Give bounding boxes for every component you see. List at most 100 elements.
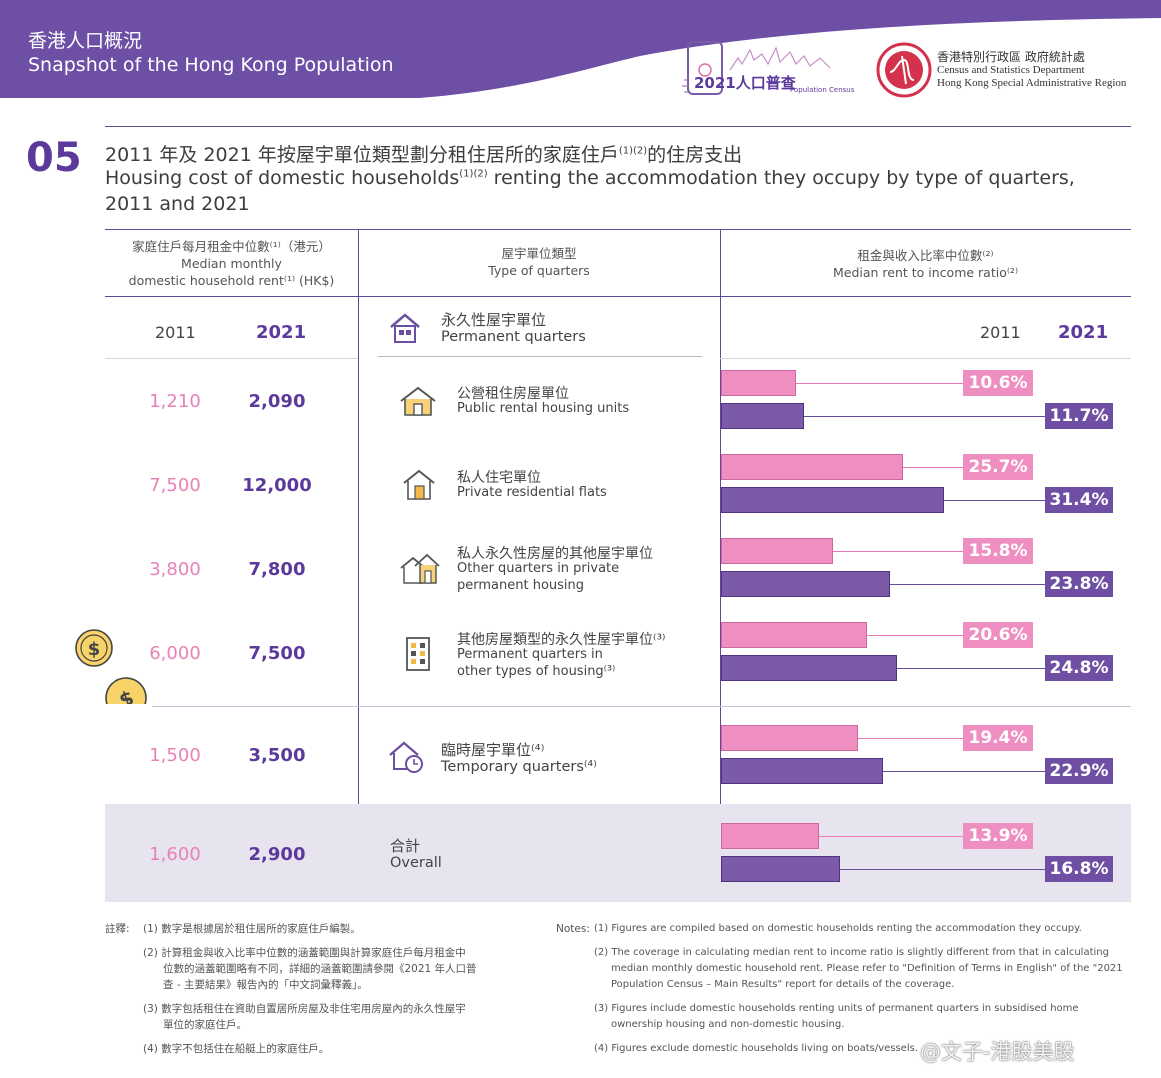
bar-connector-2011-4 [858,738,963,739]
bar-connector-2011-1 [903,467,963,468]
data-label-2021-4: 22.9% [1045,758,1113,784]
permanent-house-icon [390,313,420,343]
svg-text:$: $ [88,639,101,660]
rent-2021-overall: 2,900 [248,844,306,865]
header-title-zh: 香港人口概況 [28,30,143,52]
year-2021-right: 2021 [1058,322,1109,343]
notes-zh: (1) 數字是根據居於租住居所的家庭住戶編製。 (2) 計算租金與收入比率中位數… [143,923,477,1055]
row-rule-right [720,358,1131,359]
rent-2011-private: 7,500 [149,475,201,496]
bar-2011-2 [721,538,833,564]
col-divider-2 [720,229,721,902]
rent-2021-private: 12,000 [242,475,312,496]
bar-connector-2021-5 [840,869,1045,870]
notes-en-label: Notes: [556,923,590,935]
bar-connector-2021-0 [803,416,1045,417]
other-private-house-icon [400,553,440,584]
temporary-label-zh: 臨時屋宇單位⁽⁴⁾ [441,741,545,759]
dept-name-zh: 香港特別行政區 政府統計處 [937,50,1085,64]
bar-connector-2021-4 [883,771,1045,772]
notes-en: (1) Figures are compiled based on domest… [594,923,1123,1054]
private-flat-house-icon [403,469,435,500]
permanent-label-en: Permanent quarters [441,329,586,345]
rent-2011-temporary: 1,500 [149,745,201,766]
category-private-zh: 私人住宅單位 [457,470,541,486]
bar-connector-2021-3 [896,668,1045,669]
table-header-rule [105,296,1131,297]
dept-name-en: Census and Statistics Department [937,64,1085,76]
rent-2021-public: 2,090 [248,391,306,412]
section-title-en-line2: 2011 and 2021 [105,193,250,215]
census-logo-sub: Population Census [790,86,855,94]
category-other-types-zh: 其他房屋類型的永久性屋宇單位⁽³⁾ [457,632,666,648]
category-other-types-en2: other types of housing⁽³⁾ [457,664,616,679]
rent-2011-other-private: 3,800 [149,559,201,580]
data-label-2011-2: 15.8% [963,538,1033,564]
category-other-private-en1: Other quarters in private [457,561,620,576]
data-label-2011-0: 10.6% [963,370,1033,396]
bar-2021-4 [721,758,884,784]
census-logo-icon [682,41,831,95]
data-label-2021-5: 16.8% [1045,856,1113,882]
col-divider-1 [358,229,359,902]
data-label-2021-1: 31.4% [1045,487,1113,513]
year-2011-right: 2011 [980,323,1021,342]
permanent-label-zh: 永久性屋宇單位 [441,311,547,329]
dept-name-en-region: Hong Kong Special Administrative Region [937,77,1127,89]
category-public-en: Public rental housing units [457,401,630,416]
data-label-2011-5: 13.9% [963,823,1033,849]
notes-zh-label: 註釋: [105,923,130,935]
data-label-2021-2: 23.8% [1045,571,1113,597]
section-number: 05 [26,135,82,181]
col1-header: 家庭住戶每月租金中位數⁽¹⁾（港元） Median monthly domest… [128,239,335,288]
watermark: @文子-港股美股 [920,1040,1075,1064]
row-rule-left [105,358,358,359]
rent-2021-other-types: 7,500 [248,643,306,664]
year-2021-left: 2021 [256,322,307,343]
bar-connector-2011-3 [866,635,963,636]
bar-2021-5 [721,856,841,882]
col3-header: 租金與收入比率中位數⁽²⁾ Median rent to income rati… [832,248,1019,280]
permanent-bracket [378,356,702,357]
header-title-en: Snapshot of the Hong Kong Population [28,54,394,76]
coin-icon: $ $ [75,629,152,708]
category-other-private-zh: 私人永久性房屋的其他屋宇單位 [457,546,653,562]
bar-2011-4 [721,725,859,751]
col2-header: 屋宇單位類型 Type of quarters [488,246,590,278]
rent-2011-other-types: 6,000 [149,643,201,664]
bar-2021-3 [721,655,897,681]
bar-connector-2021-2 [889,584,1045,585]
category-other-private-en2: permanent housing [457,578,585,593]
section-title-en: Housing cost of domestic households(1)(2… [105,167,1075,189]
section-title-zh: 2011 年及 2021 年按屋宇單位類型劃分租住居所的家庭住戶(1)(2)的住… [105,144,743,166]
data-label-2011-1: 25.7% [963,454,1033,480]
bar-2011-3 [721,622,867,648]
category-other-types-en1: Permanent quarters in [457,647,603,662]
row-rule-temporary [105,706,1131,707]
rent-2011-overall: 1,600 [149,844,201,865]
overall-label-en: Overall [390,855,442,871]
category-public-zh: 公營租住房屋單位 [457,386,569,402]
data-label-2011-3: 20.6% [963,622,1033,648]
bar-2011-1 [721,454,904,480]
table-top-rule [105,229,1131,230]
public-housing-house-icon [400,386,436,416]
bar-2021-0 [721,403,804,429]
data-label-2021-0: 11.7% [1045,403,1113,429]
census-logo-text: 2021人口普查 [694,74,796,92]
rent-2021-temporary: 3,500 [248,745,306,766]
year-2011-left: 2011 [155,323,196,342]
bar-2021-2 [721,571,890,597]
csd-logo-icon [876,42,932,98]
building-icon [406,637,430,671]
bar-connector-2011-2 [832,551,963,552]
bar-2011-0 [721,370,797,396]
temporary-label-en: Temporary quarters⁽⁴⁾ [441,759,597,775]
house-clock-icon [389,741,423,773]
data-label-2021-3: 24.8% [1045,655,1113,681]
rent-2021-other-private: 7,800 [248,559,306,580]
bar-connector-2011-0 [796,383,963,384]
data-label-2011-4: 19.4% [963,725,1033,751]
header-banner [0,0,1161,98]
bar-connector-2011-5 [819,836,963,837]
